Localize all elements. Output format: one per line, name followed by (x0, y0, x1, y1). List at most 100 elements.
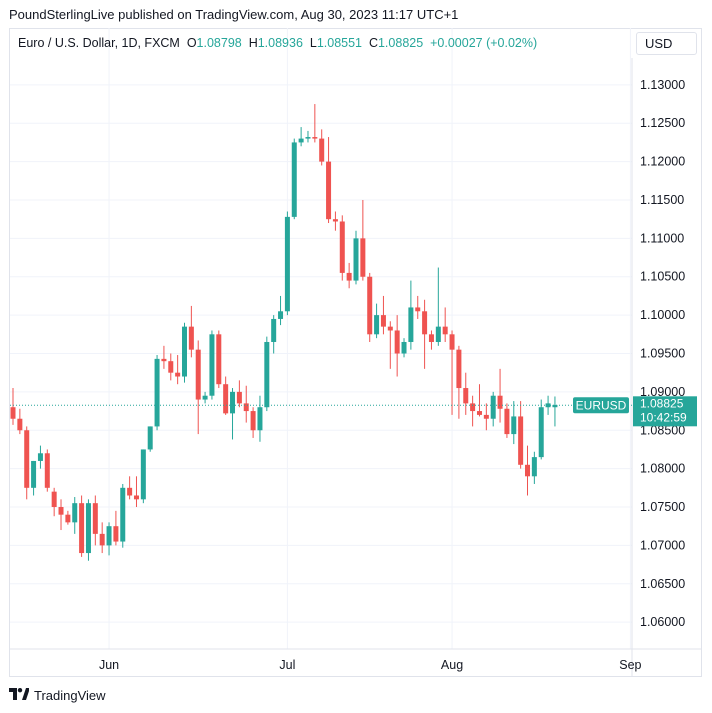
legend-open: 1.08798 (196, 36, 242, 50)
candle (257, 395, 263, 442)
candle-body (278, 311, 284, 319)
candle-body (360, 238, 366, 277)
tradingview-logo-icon (9, 688, 30, 703)
candle (476, 384, 482, 417)
candle (236, 380, 242, 408)
candle-body (326, 161, 332, 220)
candle (127, 476, 133, 500)
candle (538, 399, 544, 460)
candle-body (257, 407, 263, 431)
candle-body (408, 307, 414, 342)
candle-body (518, 416, 524, 465)
time-tick-label: Aug (441, 658, 463, 672)
candle (85, 499, 91, 561)
candle-body (51, 491, 57, 508)
chart-frame (9, 28, 702, 677)
candle (531, 451, 537, 484)
candle (250, 407, 256, 438)
candle (278, 295, 284, 326)
candle-body (291, 142, 297, 217)
candle-body (442, 326, 448, 335)
currency-button[interactable]: USD (636, 32, 697, 55)
candle-body (161, 358, 167, 362)
candle (511, 401, 517, 445)
ohlc-legend: Euro / U.S. Dollar, 1D, FXCM O1.08798 H1… (18, 36, 537, 50)
symbol-tag-label: EURUSD (576, 398, 627, 412)
candle (415, 295, 421, 319)
candle (339, 215, 345, 281)
candle (284, 211, 290, 316)
candle (442, 307, 448, 342)
legend-high: 1.08936 (257, 36, 303, 50)
candle (65, 510, 71, 525)
price-tick-label: 1.09000 (640, 385, 685, 399)
candle-body (449, 334, 455, 350)
candle-body (271, 318, 277, 342)
candle-body (490, 395, 496, 419)
candle (209, 330, 215, 400)
candle-body (58, 507, 64, 515)
candle (24, 426, 30, 500)
candle-body (133, 495, 139, 500)
candle-body (188, 326, 194, 350)
candle-body (504, 408, 510, 435)
candle-body (31, 460, 37, 488)
candle (230, 388, 236, 440)
candle-body (552, 404, 558, 408)
candles (10, 104, 558, 561)
legend-change: +0.00027 (+0.02%) (430, 36, 538, 50)
candle (435, 267, 441, 346)
candle-body (525, 464, 530, 477)
footer-branding[interactable]: TradingView (9, 688, 106, 703)
candle-body (435, 326, 441, 342)
candle-body (236, 391, 242, 404)
price-tick-label: 1.06500 (640, 577, 685, 591)
price-tick-label: 1.13000 (640, 78, 685, 92)
time-tick-label: Sep (619, 658, 641, 672)
candle (182, 322, 187, 383)
candle-body (374, 315, 380, 335)
price-tick-label: 1.10000 (640, 308, 685, 322)
price-tick-label: 1.08000 (640, 462, 685, 476)
candle-body (243, 403, 249, 412)
candle-body (538, 407, 544, 458)
candle-body (250, 411, 256, 431)
candle-body (154, 358, 160, 427)
price-tick-label: 1.06000 (640, 615, 685, 629)
candle-body (367, 276, 373, 335)
price-tag: 1.08825 10:42:59 (633, 396, 697, 427)
candle (463, 372, 469, 415)
candle-body (353, 238, 359, 281)
time-axis-labels: Jun Jul Aug Sep (99, 658, 642, 672)
candle (120, 483, 126, 548)
publisher-header: PoundSterlingLive published on TradingVi… (9, 7, 459, 22)
candle-body (497, 395, 503, 409)
candle-body (346, 272, 352, 281)
candle (161, 345, 167, 369)
candle (504, 403, 510, 438)
candle (353, 230, 359, 285)
candle-body (305, 137, 311, 139)
candle (79, 495, 85, 557)
candle (346, 262, 352, 289)
price-tag-countdown: 10:42:59 (640, 410, 687, 424)
candle (449, 330, 455, 415)
candle (401, 338, 407, 358)
candle-body (380, 315, 386, 327)
candle-body (387, 326, 393, 331)
candle (387, 321, 393, 369)
candle-body (79, 503, 85, 554)
candle-body (168, 361, 174, 373)
candle (518, 401, 524, 469)
candle (367, 272, 373, 342)
candle-body (17, 418, 23, 431)
candle-body (456, 349, 462, 389)
candle-body (223, 384, 229, 414)
candle-body (476, 411, 482, 415)
candle (319, 129, 325, 166)
price-tick-label: 1.07000 (640, 538, 685, 552)
candle (428, 330, 434, 350)
candle-body (113, 526, 119, 542)
candle-body (470, 403, 476, 412)
